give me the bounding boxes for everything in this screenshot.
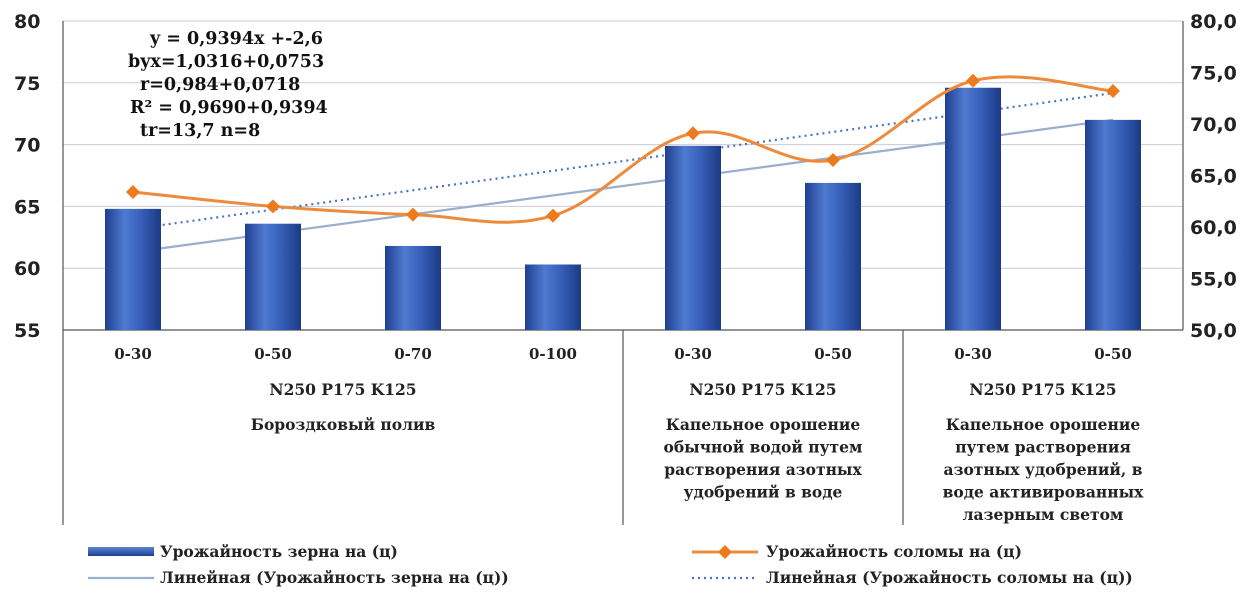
right-tick-label: 50,0 — [1190, 320, 1237, 342]
fertilizer-label: N250 P175 K125 — [969, 380, 1116, 399]
bars — [105, 87, 1141, 330]
legend-label: Урожайность зерна на (ц) — [160, 542, 398, 561]
straw-marker — [126, 184, 140, 199]
straw-marker — [1106, 84, 1120, 99]
legend-label: Урожайность соломы на (ц) — [766, 542, 1022, 561]
right-tick-label: 65,0 — [1190, 166, 1237, 188]
regression-annotations: y = 0,9394x +-2,6 byx=1,0316+0,0753 r=0,98… — [128, 29, 328, 141]
right-tick-label: 70,0 — [1190, 114, 1237, 136]
straw-marker — [966, 73, 980, 88]
irrigation-method-label: растворения азотных — [664, 460, 862, 479]
category-labels: 0-30 0-50 0-70 0-100 0-30 0-50 0-30 0-50 N250 P1… — [114, 330, 1144, 525]
left-tick-label: 55 — [14, 320, 40, 342]
right-tick-label: 75,0 — [1190, 63, 1237, 85]
grain-bar — [245, 223, 301, 330]
category-label: 0-30 — [954, 345, 992, 363]
category-label: 0-30 — [674, 345, 712, 363]
irrigation-method-label: воде активированных — [943, 483, 1145, 502]
regression-annotation: y = 0,9394x +-2,6 — [149, 29, 323, 49]
straw-marker — [546, 208, 560, 223]
grain-bar — [385, 245, 441, 330]
regression-annotation: r=0,984+0,0718 — [140, 75, 300, 95]
regression-annotation: R² = 0,9690+0,9394 — [130, 98, 328, 118]
legend-swatch-grain-bar — [88, 547, 154, 556]
regression-annotation: tr=13,7 n=8 — [140, 121, 260, 141]
category-label: 0-100 — [529, 345, 577, 363]
category-label: 0-50 — [254, 345, 292, 363]
irrigation-method-label: обычной водой путем — [663, 438, 862, 457]
grain-bar — [105, 208, 161, 330]
grain-bar — [805, 182, 861, 330]
grain-bar — [525, 264, 581, 330]
irrigation-method-label: Капельное орошение — [666, 415, 861, 434]
irrigation-method-label: Капельное орошение — [946, 415, 1141, 434]
irrigation-method-label: удобрений в воде — [684, 483, 843, 502]
left-tick-label: 75 — [14, 73, 40, 95]
left-tick-label: 80 — [14, 11, 40, 33]
category-label: 0-50 — [814, 345, 852, 363]
grain-bar — [665, 145, 721, 330]
irrigation-method-label: Бороздковый полив — [251, 415, 436, 434]
grain-bar — [1085, 119, 1141, 330]
fertilizer-label: N250 P175 K125 — [269, 380, 416, 399]
category-label: 0-30 — [114, 345, 152, 363]
right-tick-label: 55,0 — [1190, 269, 1237, 291]
irrigation-method-label: лазерным светом — [963, 505, 1124, 524]
straw-marker — [266, 199, 280, 214]
right-tick-label: 60,0 — [1190, 217, 1237, 239]
irrigation-method-label: азотных удобрений, в — [944, 460, 1143, 479]
legend-label: Линейная (Урожайность зерна на (ц)) — [160, 568, 509, 587]
irrigation-method-label: путем растворения — [955, 438, 1131, 457]
left-tick-label: 60 — [14, 258, 40, 280]
category-label: 0-50 — [1094, 345, 1132, 363]
category-label: 0-70 — [394, 345, 432, 363]
legend: Урожайность зерна на (ц) Линейная (Урожай… — [88, 542, 1133, 587]
left-tick-label: 65 — [14, 196, 40, 218]
right-tick-label: 80,0 — [1190, 11, 1237, 33]
straw-line — [132, 75, 1114, 224]
straw-marker — [826, 153, 840, 168]
fertilizer-label: N250 P175 K125 — [689, 380, 836, 399]
legend-label: Линейная (Урожайность соломы на (ц)) — [766, 568, 1133, 587]
regression-annotation: byx=1,0316+0,0753 — [128, 52, 324, 72]
straw-marker — [686, 126, 700, 141]
axes: 55 60 65 70 75 80 50,0 55,0 60,0 65,0 70,0 75,0 80,0 — [14, 11, 1237, 525]
legend-swatch-straw-marker — [718, 545, 732, 559]
left-tick-label: 70 — [14, 135, 40, 157]
straw-marker — [406, 207, 420, 222]
straw-line-path — [132, 75, 1114, 224]
grain-bar — [945, 87, 1001, 330]
straw-markers — [126, 73, 1120, 223]
